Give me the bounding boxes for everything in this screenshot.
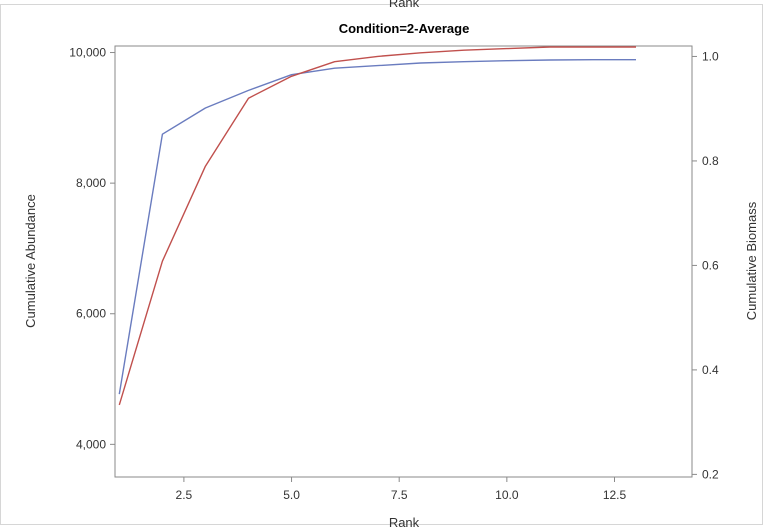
x-tick-label: 10.0: [495, 488, 519, 502]
right-y-axis-ticks: 0.2 0.4 0.6 0.8 1.0: [692, 49, 719, 481]
right-y-tick-label: 0.8: [702, 154, 719, 168]
x-tick-label: 2.5: [176, 488, 193, 502]
series-layer: [118, 46, 636, 406]
chart-title: Condition=2-Average: [339, 21, 470, 36]
plot-frame: [114, 45, 693, 478]
left-y-tick-label: 6,000: [76, 307, 106, 321]
cumulative-biomass-line: [118, 46, 636, 406]
left-y-tick-label: 8,000: [76, 176, 106, 190]
x-axis-ticks: 2.5 5.0 7.5 10.0 12.5: [176, 477, 627, 502]
right-y-tick-label: 0.4: [702, 363, 719, 377]
x-tick-label: 5.0: [283, 488, 300, 502]
right-y-tick-label: 0.6: [702, 258, 719, 272]
left-y-axis-ticks: 4,000 6,000 8,000 10,000: [69, 46, 115, 451]
left-y-tick-label: 4,000: [76, 437, 106, 451]
left-y-tick-label: 10,000: [69, 46, 106, 60]
x-tick-label: 12.5: [603, 488, 627, 502]
right-y-axis-label: Cumulative Biomass: [744, 201, 759, 320]
cumulative-abundance-line: [118, 59, 636, 395]
panel-border: [0, 4, 763, 525]
x-tick-label: 7.5: [391, 488, 408, 502]
right-y-tick-label: 0.2: [702, 467, 719, 481]
x-axis-label: Rank: [389, 515, 420, 529]
left-y-axis-label: Cumulative Abundance: [23, 194, 38, 328]
top-partial-label: Rank: [389, 0, 420, 10]
right-y-tick-label: 1.0: [702, 49, 719, 63]
